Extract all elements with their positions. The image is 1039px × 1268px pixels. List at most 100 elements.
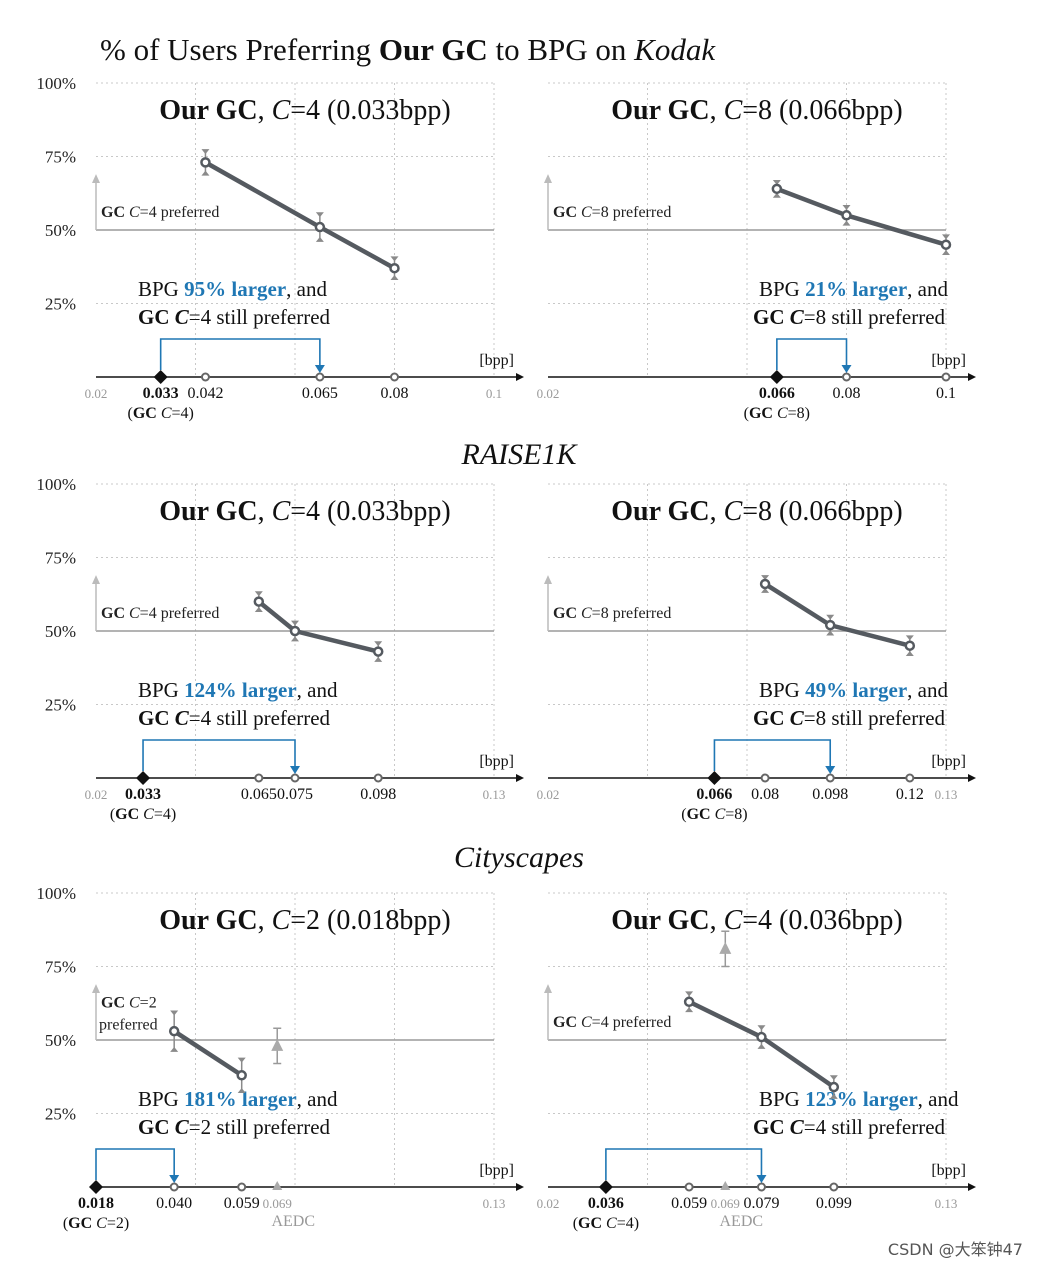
sublabel-part: C [96, 1215, 107, 1232]
x-axis-arrowhead [968, 774, 976, 782]
panel-title-c: C [724, 496, 743, 527]
annotation-part: =8 still preferred [804, 305, 946, 329]
axis-marker-bpg [756, 1182, 766, 1192]
panel-title: Our GC, C=8 (0.066bpp) [611, 496, 902, 527]
y-tick-label: 25% [45, 696, 76, 715]
preferred-label-line2: preferred [99, 1017, 158, 1034]
axis-marker-bpg [315, 372, 325, 382]
section-title-cityscapes: Cityscapes [454, 841, 584, 874]
panel-title-c: C [724, 95, 743, 126]
y-tick-label: 25% [45, 295, 76, 314]
annotation-part: C [790, 706, 805, 730]
annotation-part: BPG [138, 1087, 184, 1111]
x-tick-label: 0.042 [187, 385, 223, 402]
panel-title-bold: Our GC [611, 95, 709, 126]
axis-marker-bpg [684, 1182, 694, 1192]
bpg-error-cap [761, 575, 770, 581]
x-tick-label: 0.02 [85, 787, 108, 802]
panel-title-c: C [272, 905, 291, 936]
x-tick-label: 0.08 [381, 385, 409, 402]
x-unit-label: [bpp] [931, 352, 966, 369]
sublabel-part: GC [578, 1215, 606, 1232]
x-tick-label: 0.065 [302, 385, 338, 402]
x-tick-label: 0.066 [759, 385, 795, 402]
y-tick-label: 75% [45, 148, 76, 167]
bpg-error-cap [291, 620, 299, 626]
y-tick-label: 100% [36, 475, 76, 494]
annotation-part: GC [138, 305, 175, 329]
bpg-series-line [204, 160, 396, 271]
preferred-label: GC C=4 preferred [101, 204, 219, 221]
axis-marker-bpg [200, 372, 210, 382]
preferred-label-gc: GC [553, 1014, 581, 1031]
bpg-error-cap [942, 250, 950, 256]
bpg-error-cap [315, 236, 324, 242]
annotation-line1: BPG 124% larger, and [138, 678, 338, 702]
preferred-label-gc: GC [553, 605, 581, 622]
x-tick-label: 0.098 [360, 786, 396, 803]
bpg-point [904, 640, 916, 651]
bpg-error-cap [772, 192, 781, 198]
preferred-label-gc: GC [553, 204, 581, 221]
annotation-line1: BPG 21% larger, and [759, 277, 948, 301]
title-part: % of Users Preferring [100, 32, 379, 67]
x-tick-label: 0.079 [743, 1195, 779, 1212]
annotation-line2: GC C=2 still preferred [138, 1115, 331, 1139]
preferred-arrow-head [92, 984, 100, 993]
gc-diamond-marker [598, 1180, 613, 1194]
preferred-label-rest: =8 preferred [592, 204, 672, 221]
sublabel-part: C [715, 806, 726, 823]
bpg-series-line [776, 186, 947, 247]
gc-tick-sublabel: (GC C=8) [744, 405, 810, 422]
annotation-percent: 49% larger [805, 678, 907, 702]
axis-marker-bpg [169, 1182, 179, 1192]
axis-marker-bpg [760, 773, 770, 783]
size-bracket-arrowhead [841, 365, 852, 373]
axis-marker-bpg [905, 773, 915, 783]
x-axis-arrowhead [516, 774, 524, 782]
axis-marker-bpg [237, 1182, 247, 1192]
size-bracket-arrowhead [314, 365, 325, 373]
y-tick-label: 75% [45, 549, 76, 568]
x-tick-label: 0.13 [935, 1196, 958, 1211]
size-bracket-arrowhead [169, 1175, 180, 1183]
annotation-part: , and [918, 1087, 959, 1111]
y-tick-label: 25% [45, 1105, 76, 1124]
gc-tick-sublabel: (GC C=4) [573, 1215, 639, 1232]
bpg-error-cap [826, 614, 835, 620]
aedc-point [719, 941, 732, 954]
x-tick-label: 0.099 [816, 1195, 852, 1212]
bpg-error-cap [905, 635, 914, 641]
axis-marker-bpg [825, 773, 835, 783]
annotation-part: =4 still preferred [189, 305, 331, 329]
bpg-error-cap [942, 234, 950, 240]
bpg-error-cap [685, 991, 694, 997]
x-axis-arrowhead [516, 373, 524, 381]
annotation-part: GC [753, 1115, 790, 1139]
annotation-part: =2 still preferred [189, 1115, 331, 1139]
panel-title: Our GC, C=4 (0.036bpp) [611, 905, 902, 936]
preferred-label-gc: GC [101, 605, 129, 622]
panel-title: Our GC, C=8 (0.066bpp) [611, 95, 902, 126]
bpg-error-cap [390, 275, 399, 281]
panel-title-c: C [272, 496, 291, 527]
x-tick-label: 0.02 [537, 386, 560, 401]
preferred-label-rest: =4 preferred [140, 204, 220, 221]
x-tick-label: 0.069 [711, 1196, 740, 1211]
panel-title-bold: Our GC [159, 496, 257, 527]
axis-marker-bpg [842, 372, 851, 382]
axis-marker-aedc [720, 1181, 731, 1190]
bpg-error-cap [170, 1046, 179, 1052]
preferred-label-rest: =8 preferred [592, 605, 672, 622]
panel-title-rest: =2 (0.018bpp) [290, 905, 450, 936]
panel-title: Our GC, C=4 (0.033bpp) [159, 496, 450, 527]
x-tick-label: 0.065 [241, 786, 277, 803]
title-part: to BPG on [488, 32, 634, 67]
x-tick-label: 0.098 [812, 786, 848, 803]
bpg-error-cap [829, 1093, 838, 1099]
annotation-part: C [790, 1115, 805, 1139]
bpg-point [828, 1081, 840, 1093]
sublabel-part: GC [749, 405, 777, 422]
preferred-label-c: C [581, 204, 592, 221]
